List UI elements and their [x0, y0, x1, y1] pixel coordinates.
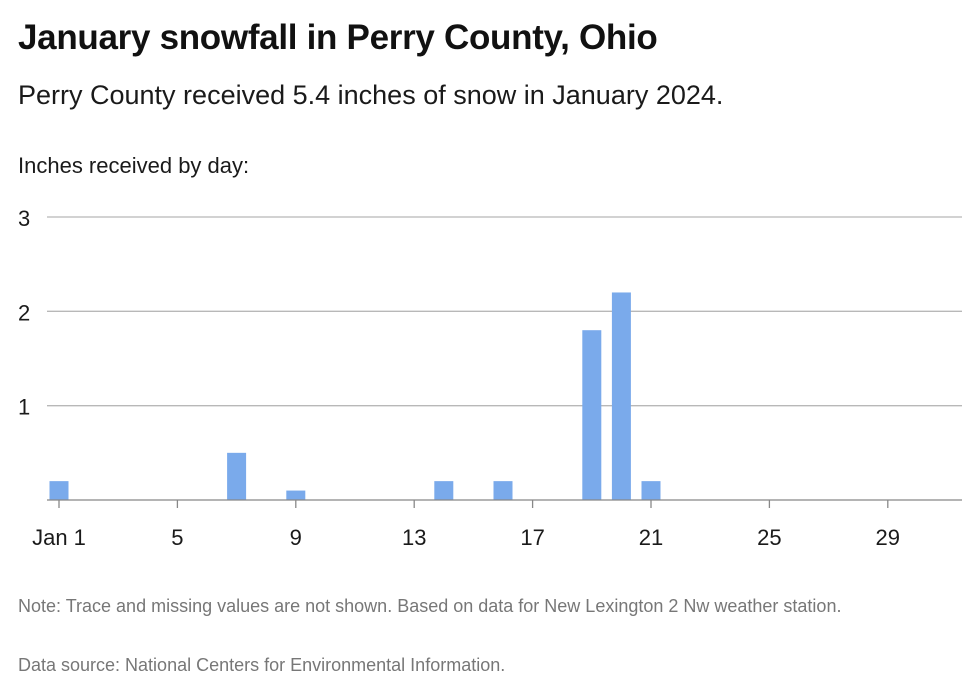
x-tick-label: 25: [757, 525, 781, 550]
x-tick-label: 9: [290, 525, 302, 550]
y-axis-label: Inches received by day:: [18, 153, 250, 178]
y-tick-label: 2: [18, 300, 30, 325]
x-tick-label: 17: [520, 525, 544, 550]
bar-day-20: [611, 292, 631, 500]
bar-day-21: [641, 481, 661, 500]
bar-chart: 1 2 3 Jan 1 5 9 13 17 21 25 29: [18, 206, 962, 550]
chart-subtitle: Perry County received 5.4 inches of snow…: [18, 80, 724, 110]
data-source: Data source: National Centers for Enviro…: [18, 655, 506, 675]
y-tick-label: 1: [18, 395, 30, 420]
bar-day-19: [582, 330, 602, 500]
bars: [49, 292, 661, 500]
x-tick-label: 13: [402, 525, 426, 550]
bar-day-14: [434, 481, 454, 500]
gridlines: [47, 216, 962, 407]
y-tick-labels: 1 2 3: [18, 206, 30, 420]
x-tick-label: 5: [171, 525, 183, 550]
chart-note: Note: Trace and missing values are not s…: [18, 596, 842, 616]
bar-day-9: [286, 490, 306, 500]
x-tick-label: Jan 1: [32, 525, 86, 550]
x-tick-labels: Jan 1 5 9 13 17 21 25 29: [32, 500, 900, 550]
y-tick-label: 3: [18, 206, 30, 231]
bar-day-16: [493, 481, 513, 500]
chart-title: January snowfall in Perry County, Ohio: [18, 18, 658, 57]
x-tick-label: 29: [876, 525, 900, 550]
x-tick-label: 21: [639, 525, 663, 550]
bar-day-7: [227, 452, 247, 500]
bar-day-1: [49, 481, 69, 500]
